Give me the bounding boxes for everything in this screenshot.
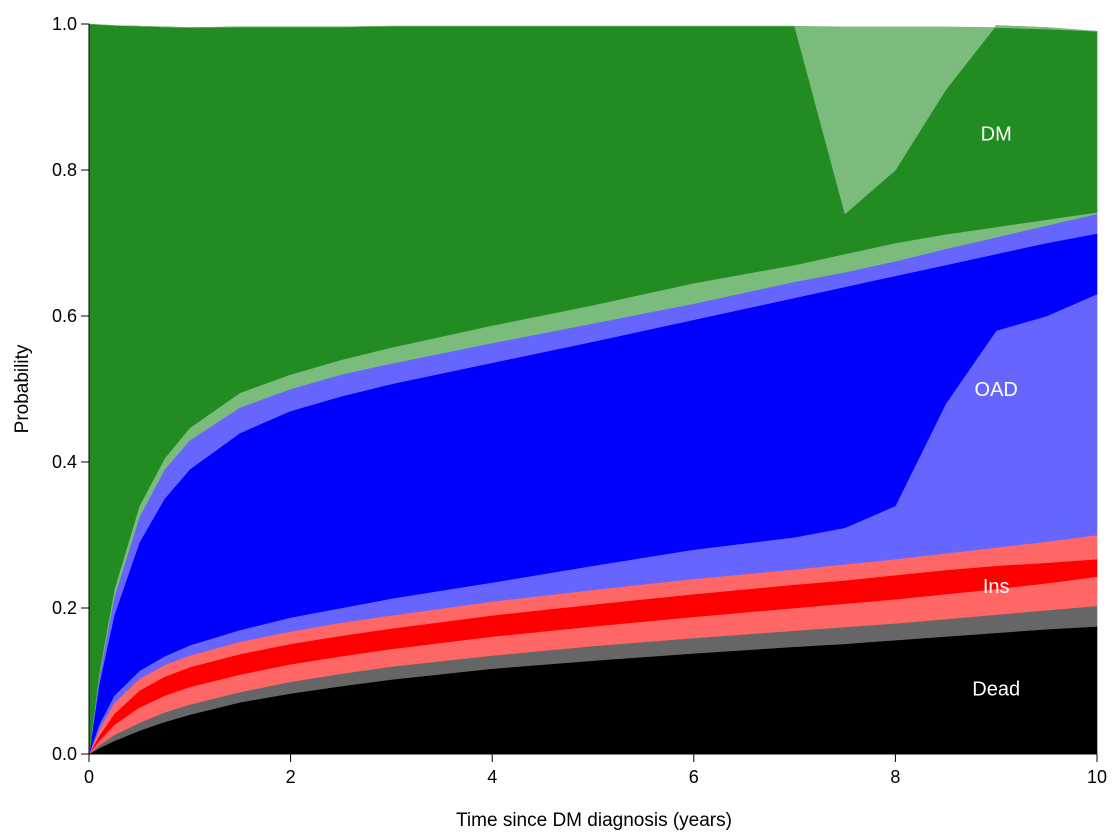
y-tick-label: 0.2 [52, 598, 77, 618]
region-label-dm: DM [981, 124, 1012, 146]
x-tick-label: 2 [286, 767, 296, 787]
y-axis-title: Probability [12, 344, 33, 433]
band-ci-10 [88, 23, 1098, 215]
y-tick-label: 0.4 [52, 452, 77, 472]
x-tick-label: 4 [487, 767, 497, 787]
region-label-dead: Dead [972, 678, 1020, 700]
y-tick-label: 0.6 [52, 306, 77, 326]
x-tick-label: 8 [890, 767, 900, 787]
y-tick-label: 1.0 [52, 14, 77, 34]
axes-layer: 0 2 4 6 8 10 0.0 0.2 0.4 0.6 0.8 1.0 [52, 14, 1107, 787]
x-tick-label: 0 [84, 767, 94, 787]
x-tick-label: 10 [1087, 767, 1107, 787]
x-axis-title: Time since DM diagnosis (years) [456, 810, 732, 831]
region-label-oad: OAD [975, 379, 1018, 401]
region-label-ins: Ins [983, 576, 1010, 598]
bands-layer [87, 23, 1098, 755]
y-tick-label: 0.0 [52, 744, 77, 764]
x-tick-label: 6 [689, 767, 699, 787]
annotation-layer: DM OAD Ins Dead [972, 124, 1020, 701]
y-tick-label: 0.8 [52, 160, 77, 180]
